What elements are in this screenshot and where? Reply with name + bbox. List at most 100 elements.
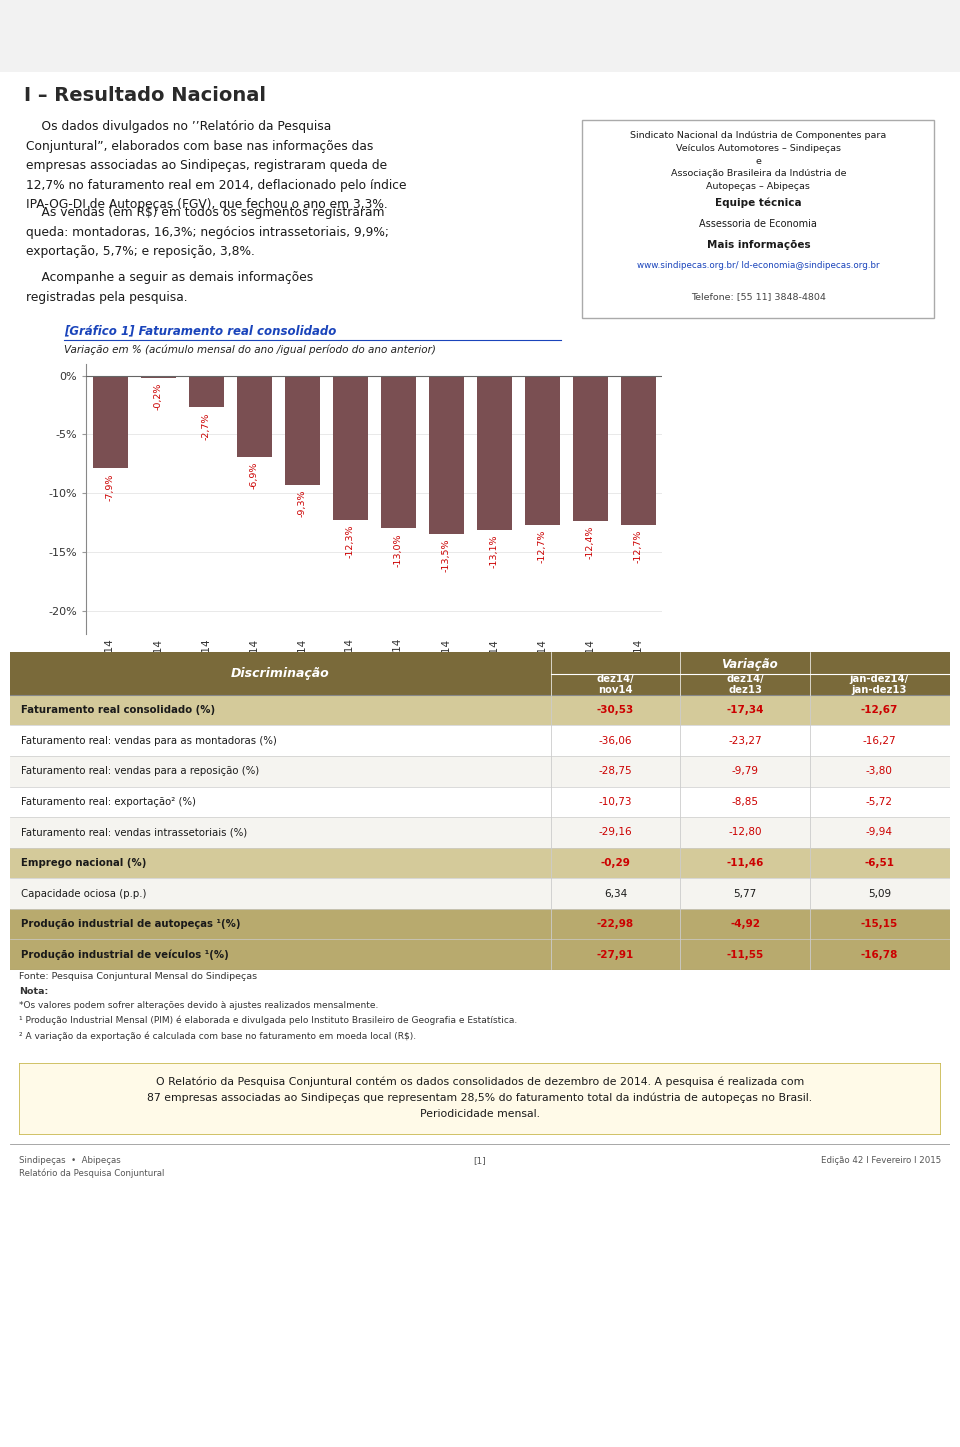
Text: -5,72: -5,72 [866, 797, 893, 807]
Text: www.sindipecas.org.br/ Id-economia@sindipecas.org.br: www.sindipecas.org.br/ Id-economia@sindi… [637, 260, 879, 271]
Bar [621, 376, 656, 525]
Text: -8,85: -8,85 [732, 797, 758, 807]
Text: Variação: Variação [721, 657, 778, 670]
Bar [10, 695, 950, 725]
Text: Sindicato Nacional da Indústria de Componentes para
Veículos Automotores – Sindi: Sindicato Nacional da Indústria de Compo… [631, 130, 886, 191]
Text: Equipe técnica: Equipe técnica [715, 198, 802, 208]
Text: -4,92: -4,92 [731, 919, 760, 929]
Text: -13,1%: -13,1% [490, 534, 499, 567]
Text: -13,0%: -13,0% [394, 532, 403, 567]
Bar [525, 376, 560, 525]
Bar [10, 878, 950, 909]
Text: Acompanhe a seguir as demais informações
registradas pela pesquisa.: Acompanhe a seguir as demais informações… [26, 272, 313, 304]
Text: -0,29: -0,29 [601, 858, 631, 868]
Text: 5,09: 5,09 [868, 888, 891, 899]
Bar [189, 376, 224, 408]
Text: -6,51: -6,51 [864, 858, 895, 868]
Text: ² A variação da exportação é calculada com base no faturamento em moeda local (R: ² A variação da exportação é calculada c… [19, 1032, 416, 1040]
Text: dez14/
nov14: dez14/ nov14 [596, 674, 635, 696]
Text: -12,80: -12,80 [729, 828, 762, 838]
Text: -15,15: -15,15 [861, 919, 898, 929]
Text: Produção industrial de autopeças ¹(%): Produção industrial de autopeças ¹(%) [21, 919, 240, 929]
Text: -2,7%: -2,7% [202, 412, 211, 440]
Text: -7,9%: -7,9% [106, 473, 115, 501]
Bar [333, 376, 368, 519]
Text: Faturamento real: vendas intrassetoriais (%): Faturamento real: vendas intrassetoriais… [21, 828, 247, 838]
Text: [1]: [1] [473, 1156, 487, 1165]
Text: -9,94: -9,94 [866, 828, 893, 838]
Text: Faturamento real: vendas para as montadoras (%): Faturamento real: vendas para as montado… [21, 735, 276, 745]
Text: Sindipeças  •  Abipeças
Relatório da Pesquisa Conjuntural: Sindipeças • Abipeças Relatório da Pesqu… [19, 1156, 164, 1178]
Text: -22,98: -22,98 [597, 919, 634, 929]
Text: -28,75: -28,75 [599, 767, 633, 777]
Text: I – Resultado Nacional: I – Resultado Nacional [24, 85, 266, 104]
Text: 6,34: 6,34 [604, 888, 627, 899]
Bar [93, 376, 128, 469]
Bar [381, 376, 416, 528]
FancyBboxPatch shape [583, 120, 934, 318]
Text: Relatório da Pesquisa Conjuntural: Relatório da Pesquisa Conjuntural [18, 12, 472, 36]
Bar [573, 376, 608, 521]
Bar [10, 909, 950, 939]
Text: *Os valores podem sofrer alterações devido à ajustes realizados mensalmente.: *Os valores podem sofrer alterações devi… [19, 1000, 378, 1010]
Bar [141, 376, 176, 378]
Text: -12,7%: -12,7% [634, 530, 643, 563]
Bar [10, 653, 950, 695]
Text: -11,55: -11,55 [727, 949, 764, 959]
Text: Faturamento real: vendas para a reposição (%): Faturamento real: vendas para a reposiçã… [21, 767, 259, 777]
Text: Variação em % (acúmulo mensal do ano /igual período do ano anterior): Variação em % (acúmulo mensal do ano /ig… [63, 344, 436, 356]
Text: jan-dez14/
jan-dez13: jan-dez14/ jan-dez13 [850, 674, 909, 696]
Text: Nota:: Nota: [19, 987, 48, 996]
Bar [429, 376, 464, 534]
Text: 5,77: 5,77 [733, 888, 756, 899]
Text: -29,16: -29,16 [599, 828, 633, 838]
Text: Capacidade ociosa (p.p.): Capacidade ociosa (p.p.) [21, 888, 146, 899]
Bar [18, 61, 698, 67]
Text: O Relatório da Pesquisa Conjuntural contém os dados consolidados de dezembro de : O Relatório da Pesquisa Conjuntural cont… [148, 1077, 812, 1119]
Text: -11,46: -11,46 [727, 858, 764, 868]
Bar [18, 48, 468, 58]
Text: -12,7%: -12,7% [538, 530, 547, 563]
Text: Fonte: Pesquisa Conjuntural Mensal do Sindipeças: Fonte: Pesquisa Conjuntural Mensal do Si… [19, 972, 257, 981]
Text: dez14/
dez13: dez14/ dez13 [727, 674, 764, 696]
Text: Assessoria de Economia: Assessoria de Economia [700, 218, 817, 229]
Bar [10, 755, 950, 787]
Text: As vendas (em R$) em todos os segmentos registraram
queda: montadoras, 16,3%; ne: As vendas (em R$) em todos os segmentos … [26, 207, 389, 259]
Text: Os dados divulgados no ’’Relatório da Pesquisa
Conjuntural”, elaborados com base: Os dados divulgados no ’’Relatório da Pe… [26, 120, 406, 211]
Bar [10, 787, 950, 818]
Text: -0,2%: -0,2% [154, 383, 163, 410]
Text: -16,27: -16,27 [862, 735, 897, 745]
Text: -12,4%: -12,4% [586, 527, 595, 560]
Bar [10, 818, 950, 848]
Text: Faturamento real: exportação² (%): Faturamento real: exportação² (%) [21, 797, 196, 807]
Bar [10, 848, 950, 878]
Text: Discriminação: Discriminação [230, 667, 329, 680]
Bar [10, 725, 950, 755]
Text: -30,53: -30,53 [597, 705, 635, 715]
Text: SINDIPEÇAS    ABIPEÇAS: SINDIPEÇAS ABIPEÇAS [679, 58, 771, 67]
Bar [285, 376, 320, 485]
Text: Mais informações: Mais informações [707, 240, 810, 250]
Text: -23,27: -23,27 [729, 735, 762, 745]
Text: -13,5%: -13,5% [442, 538, 451, 573]
Text: Emprego nacional (%): Emprego nacional (%) [21, 858, 146, 868]
Text: -17,34: -17,34 [727, 705, 764, 715]
Text: [Gráfico 1] Faturamento real consolidado: [Gráfico 1] Faturamento real consolidado [63, 324, 336, 337]
Text: -12,67: -12,67 [861, 705, 898, 715]
Bar [477, 376, 512, 530]
Bar [10, 939, 950, 969]
Text: -9,3%: -9,3% [298, 489, 307, 517]
Text: -27,91: -27,91 [597, 949, 635, 959]
Text: Telefone: [55 11] 3848-4804: Telefone: [55 11] 3848-4804 [691, 292, 826, 301]
Text: ¹ Produção Industrial Mensal (PIM) é elaborada e divulgada pelo Instituto Brasil: ¹ Produção Industrial Mensal (PIM) é ela… [19, 1016, 517, 1026]
Text: Edição 42 I Fevereiro I 2015: Edição 42 I Fevereiro I 2015 [821, 1156, 941, 1165]
Bar [237, 376, 272, 457]
Text: -6,9%: -6,9% [250, 462, 259, 489]
Text: -10,73: -10,73 [599, 797, 633, 807]
Text: -9,79: -9,79 [732, 767, 758, 777]
Text: Faturamento real consolidado (%): Faturamento real consolidado (%) [21, 705, 215, 715]
Text: Produção industrial de veículos ¹(%): Produção industrial de veículos ¹(%) [21, 949, 228, 959]
Text: -12,3%: -12,3% [346, 525, 355, 559]
Text: -3,80: -3,80 [866, 767, 893, 777]
Text: -36,06: -36,06 [599, 735, 633, 745]
